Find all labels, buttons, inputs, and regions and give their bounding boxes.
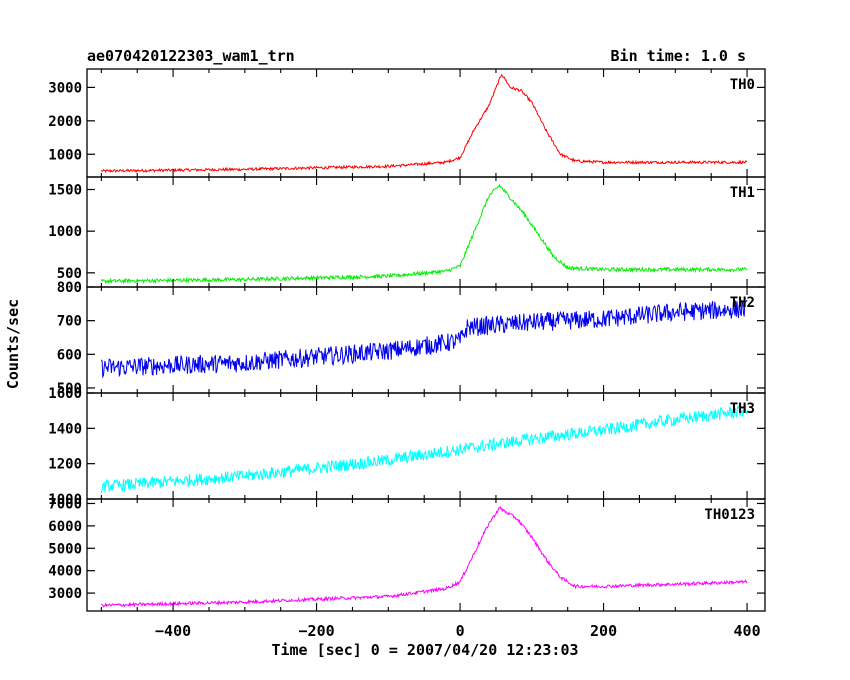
x-tick-label: −200	[299, 622, 335, 640]
panel-frame-th0	[86, 68, 766, 178]
panel-th3: 1000 1200 1400 1600 TH3	[48, 386, 766, 508]
panel-label-th2: TH2	[730, 295, 755, 311]
y-tick-label: 3000	[48, 586, 82, 602]
panel-label-th0: TH0	[730, 77, 755, 93]
x-tick-labels: −400 −200 0 200 400	[155, 622, 761, 640]
panel-label-th3: TH3	[730, 401, 755, 417]
y-tick-label: 500	[57, 381, 82, 397]
panel-label-th1: TH1	[730, 185, 755, 201]
y-tick-label: 1000	[48, 147, 82, 163]
y-tick-label: 4000	[48, 564, 82, 580]
y-tick-label: 1000	[48, 492, 82, 508]
y-tick-label: 7000	[48, 496, 82, 512]
series-line-th0123	[101, 505, 748, 608]
panel-frame-th1	[86, 176, 766, 288]
panel-label-th0123: TH0123	[704, 507, 755, 523]
y-tick-label: 1400	[48, 421, 82, 437]
y-axis-label: Counts/sec	[4, 299, 22, 389]
series-line-th2	[100, 299, 748, 379]
x-tick-label: 400	[734, 622, 761, 640]
y-tick-label: 600	[57, 347, 82, 363]
y-tick-label: 1200	[48, 457, 82, 473]
panel-frame-th0123	[86, 498, 766, 612]
panel-th2: 500 600 700 800 TH2	[57, 280, 766, 397]
series-line-th3	[100, 404, 748, 493]
x-tick-label: 0	[456, 622, 465, 640]
y-tick-label: 2000	[48, 114, 82, 130]
x-tick-label: 200	[590, 622, 617, 640]
panel-th0123: 3000 4000 5000 6000 7000 TH0123	[48, 496, 766, 612]
y-tick-label: 6000	[48, 519, 82, 535]
y-tick-label: 3000	[48, 80, 82, 96]
y-tick-label: 1600	[48, 386, 82, 402]
panel-th1: 500 1000 1500 TH1	[48, 176, 766, 288]
panels-group: 1000 2000 3000 TH0 500 1000 1500 TH1 500 600 700 80…	[48, 68, 766, 612]
y-tick-label: 500	[57, 266, 82, 282]
y-tick-label: 1000	[48, 224, 82, 240]
y-tick-label: 800	[57, 280, 82, 296]
y-tick-label: 5000	[48, 541, 82, 557]
x-axis-label: Time [sec] 0 = 2007/04/20 12:23:03	[271, 641, 578, 659]
series-line-th0	[100, 73, 748, 173]
bin-time-label: Bin time: 1.0 s	[611, 47, 746, 65]
y-tick-label: 1500	[48, 183, 82, 199]
panel-th0: 1000 2000 3000 TH0	[48, 68, 766, 178]
x-tick-label: −400	[155, 622, 191, 640]
y-tick-label: 700	[57, 314, 82, 330]
series-line-th1	[100, 183, 748, 285]
chart-title: ae070420122303_wam1_trn	[87, 47, 295, 65]
